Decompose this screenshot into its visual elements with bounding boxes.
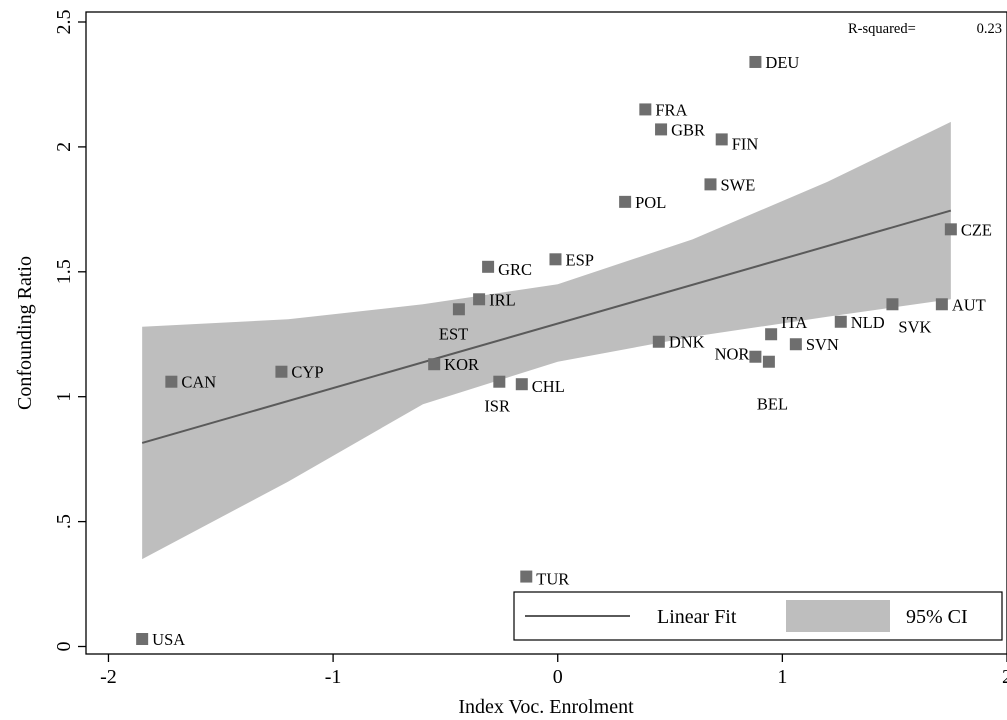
y-tick-label: 2 [53, 142, 75, 152]
legend: Linear Fit 95% CI [513, 591, 1003, 641]
point-label-nld: NLD [851, 313, 885, 332]
point-label-est: EST [439, 324, 468, 343]
legend-ci-label: 95% CI [906, 606, 968, 628]
point-deu [749, 55, 762, 68]
point-nor [749, 350, 762, 363]
point-label-esp: ESP [565, 250, 593, 269]
legend-fit-label: Linear Fit [657, 606, 737, 628]
x-tick-label: 2 [1002, 666, 1007, 688]
r-squared-value: 0.23 [977, 21, 1002, 37]
point-label-svk: SVK [898, 317, 931, 336]
point-label-grc: GRC [498, 260, 532, 279]
point-label-irl: IRL [489, 290, 516, 309]
point-can [165, 375, 178, 388]
x-tick-label: -1 [325, 666, 342, 688]
fit-line [141, 209, 952, 444]
ci-band [142, 121, 951, 560]
point-est [452, 303, 465, 316]
x-tick-label: -2 [100, 666, 117, 688]
r-squared-label: R-squared= [848, 21, 916, 37]
point-label-dnk: DNK [669, 333, 705, 352]
x-axis-title: Index Voc. Enrolment [458, 696, 634, 718]
y-tick-label: 1 [53, 392, 75, 402]
axes-layer: -2 -1 0 1 2 0 .5 1 1.5 2 2.5 [53, 9, 1007, 688]
y-tick-label: 0 [53, 642, 75, 652]
point-irl [473, 293, 486, 306]
point-label-bel: BEL [757, 395, 788, 414]
ci-band-layer [142, 121, 951, 560]
y-axis-title: Confounding Ratio [14, 256, 36, 410]
point-svn [789, 338, 802, 351]
y-tick-label: .5 [53, 514, 75, 529]
point-label-fra: FRA [655, 100, 687, 119]
point-label-swe: SWE [720, 175, 755, 194]
point-svk [886, 298, 899, 311]
legend-ci-swatch [786, 600, 890, 632]
point-label-svn: SVN [806, 335, 839, 354]
point-label-kor: KOR [444, 355, 479, 374]
point-label-cyp: CYP [291, 363, 323, 382]
point-label-tur: TUR [536, 570, 569, 589]
point-bel [762, 355, 775, 368]
point-label-chl: CHL [532, 377, 565, 396]
point-label-nor: NOR [715, 345, 750, 364]
point-usa [136, 633, 149, 646]
point-kor [428, 358, 441, 371]
point-isr [493, 375, 506, 388]
point-label-ita: ITA [781, 313, 807, 332]
point-tur [520, 570, 533, 583]
point-fin [715, 133, 728, 146]
point-label-can: CAN [181, 373, 216, 392]
point-nld [834, 315, 847, 328]
point-ita [765, 328, 778, 341]
point-swe [704, 178, 717, 191]
point-chl [515, 378, 528, 391]
point-dnk [652, 335, 665, 348]
y-tick-label: 2.5 [53, 9, 75, 34]
point-label-cze: CZE [961, 220, 992, 239]
point-label-usa: USA [152, 630, 185, 649]
point-fra [639, 103, 652, 116]
point-label-pol: POL [635, 193, 666, 212]
plot-frame [85, 11, 1007, 655]
point-label-fin: FIN [732, 134, 759, 153]
point-cyp [275, 365, 288, 378]
point-esp [549, 253, 562, 266]
y-tick-label: 1.5 [53, 259, 75, 284]
point-label-aut: AUT [952, 295, 986, 314]
x-tick-label: 1 [777, 666, 787, 688]
point-label-isr: ISR [484, 397, 510, 416]
point-gbr [655, 123, 668, 136]
fit-line-layer [141, 209, 952, 444]
point-cze [944, 223, 957, 236]
point-label-gbr: GBR [671, 120, 705, 139]
point-label-deu: DEU [765, 53, 799, 72]
point-pol [619, 195, 632, 208]
x-tick-label: 0 [553, 666, 563, 688]
point-aut [935, 298, 948, 311]
point-grc [482, 260, 495, 273]
